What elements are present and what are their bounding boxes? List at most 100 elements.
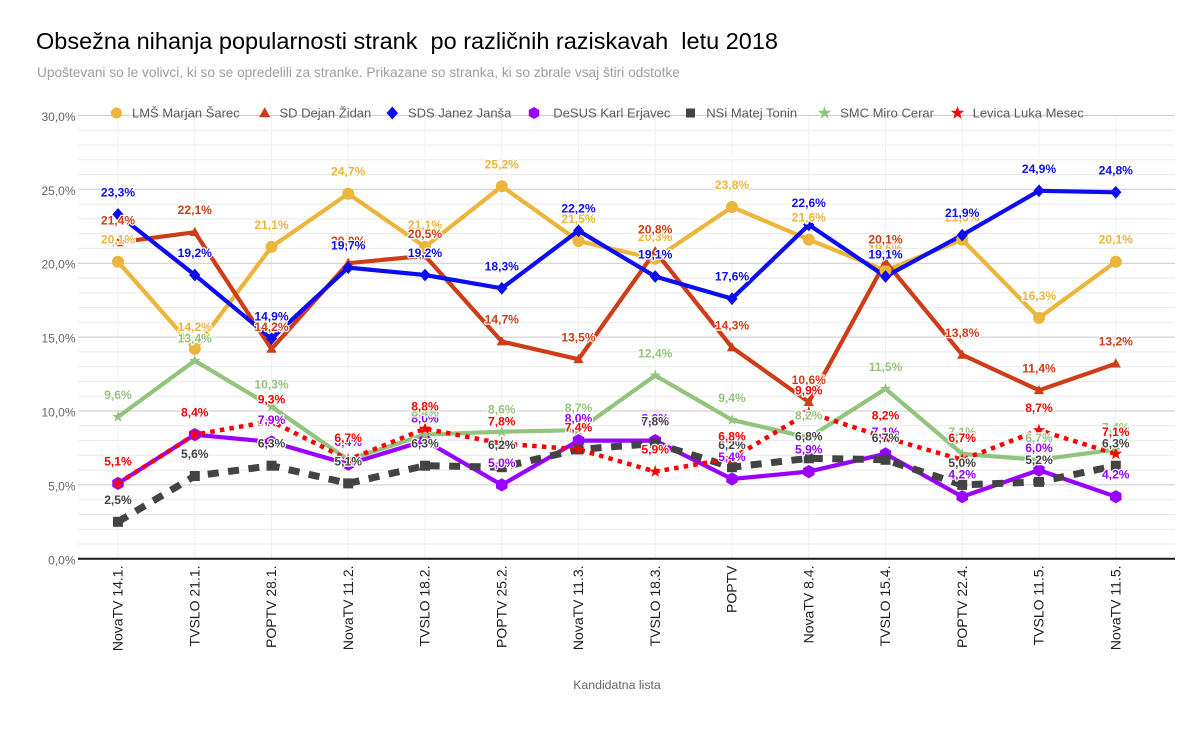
svg-text:13,4%: 13,4% [178,332,213,346]
svg-text:21,4%: 21,4% [101,214,136,228]
svg-text:NovaTV 11.3.: NovaTV 11.3. [570,566,586,651]
svg-text:19,1%: 19,1% [638,248,673,262]
svg-text:14,2%: 14,2% [254,320,289,334]
svg-text:5,4%: 5,4% [718,450,746,464]
svg-text:4,2%: 4,2% [948,468,976,482]
svg-text:6,7%: 6,7% [948,431,976,445]
svg-text:23,8%: 23,8% [715,178,750,192]
svg-text:TVSLO 18.3.: TVSLO 18.3. [647,566,663,647]
svg-text:TVSLO 21.1.: TVSLO 21.1. [186,566,202,647]
svg-text:20,1%: 20,1% [101,233,136,247]
svg-text:POPTV 25.2.: POPTV 25.2. [493,566,509,648]
svg-text:19,2%: 19,2% [408,246,443,260]
svg-text:POPTV 22.4.: POPTV 22.4. [954,566,970,648]
svg-text:9,9%: 9,9% [795,384,823,398]
svg-text:14,7%: 14,7% [485,313,520,327]
svg-text:9,3%: 9,3% [258,392,286,406]
svg-text:TVSLO 15.4.: TVSLO 15.4. [877,566,893,647]
svg-text:Kandidatna lista: Kandidatna lista [573,678,661,692]
svg-text:20,1%: 20,1% [1099,233,1134,247]
svg-text:9,6%: 9,6% [104,388,132,402]
svg-text:13,5%: 13,5% [561,330,596,344]
svg-text:20,8%: 20,8% [638,222,673,236]
svg-text:6,8%: 6,8% [795,429,823,443]
svg-text:13,8%: 13,8% [945,326,980,340]
svg-text:5,9%: 5,9% [641,443,669,457]
svg-text:7,4%: 7,4% [565,420,593,434]
svg-text:20,3%: 20,3% [638,230,673,244]
svg-text:21,9%: 21,9% [945,206,980,220]
svg-text:30,0%: 30,0% [41,110,75,124]
svg-text:7,1%: 7,1% [872,425,900,439]
svg-text:14,2%: 14,2% [178,320,213,334]
svg-text:23,3%: 23,3% [101,185,136,199]
svg-text:4,2%: 4,2% [1102,468,1130,482]
svg-text:8,4%: 8,4% [181,406,209,420]
svg-text:19,1%: 19,1% [868,248,903,262]
svg-text:14,3%: 14,3% [715,318,750,332]
svg-text:8,6%: 8,6% [488,403,516,417]
svg-text:7,9%: 7,9% [258,413,286,427]
svg-text:22,1%: 22,1% [178,203,213,217]
svg-text:8,7%: 8,7% [1025,401,1053,415]
svg-text:17,6%: 17,6% [715,270,750,284]
svg-text:5,0%: 5,0% [488,456,516,470]
svg-text:7,4%: 7,4% [565,420,593,434]
svg-text:5,2%: 5,2% [1025,453,1053,467]
svg-text:18,3%: 18,3% [485,259,520,273]
svg-text:8,2%: 8,2% [795,409,823,423]
svg-text:12,4%: 12,4% [638,347,673,361]
svg-text:5,0%: 5,0% [48,479,76,493]
svg-text:SMC Miro Cerar: SMC Miro Cerar [840,106,935,121]
svg-text:8,0%: 8,0% [565,412,593,426]
svg-text:NSi Matej Tonin: NSi Matej Tonin [706,106,797,121]
svg-text:13,2%: 13,2% [1099,335,1134,349]
svg-text:5,1%: 5,1% [334,454,362,468]
svg-text:22,2%: 22,2% [561,202,596,216]
svg-text:5,6%: 5,6% [181,447,209,461]
svg-text:6,7%: 6,7% [872,431,900,445]
svg-text:Obsežna nihanja popularnosti s: Obsežna nihanja popularnosti strank po r… [36,28,778,54]
svg-text:20,5%: 20,5% [408,227,443,241]
svg-text:10,6%: 10,6% [792,373,827,387]
svg-text:5,1%: 5,1% [104,454,132,468]
svg-text:6,7%: 6,7% [1025,431,1053,445]
svg-text:10,3%: 10,3% [254,378,289,392]
svg-text:9,4%: 9,4% [718,391,746,405]
svg-text:8,2%: 8,2% [872,409,900,423]
svg-text:8,8%: 8,8% [411,400,439,414]
svg-text:NovaTV 14.1.: NovaTV 14.1. [110,566,126,652]
svg-text:16,3%: 16,3% [1022,289,1057,303]
svg-text:11,5%: 11,5% [869,360,903,374]
svg-text:SD Dejan Židan: SD Dejan Židan [280,106,372,121]
svg-text:24,7%: 24,7% [331,165,366,179]
svg-text:7,8%: 7,8% [641,415,669,429]
svg-text:6,8%: 6,8% [718,429,746,443]
svg-text:DeSUS Karl Erjavec: DeSUS Karl Erjavec [553,106,671,121]
svg-text:14,9%: 14,9% [254,310,289,324]
svg-text:6,3%: 6,3% [1102,437,1130,451]
svg-text:7,1%: 7,1% [1102,425,1130,439]
svg-text:19,5%: 19,5% [868,242,903,256]
svg-text:22,6%: 22,6% [792,196,827,210]
svg-text:7,8%: 7,8% [488,415,516,429]
svg-text:21,6%: 21,6% [945,211,980,225]
svg-text:21,1%: 21,1% [254,218,289,232]
svg-text:8,0%: 8,0% [411,412,439,426]
svg-text:7,1%: 7,1% [948,425,976,439]
svg-text:NovaTV 11.5.: NovaTV 11.5. [1107,566,1123,651]
svg-text:24,8%: 24,8% [1099,163,1134,177]
svg-text:TVSLO 11.5.: TVSLO 11.5. [1031,566,1047,646]
svg-text:Levica Luka Mesec: Levica Luka Mesec [973,106,1085,121]
svg-text:8,4%: 8,4% [411,406,439,420]
svg-text:6,2%: 6,2% [488,438,516,452]
svg-text:21,1%: 21,1% [408,218,443,232]
svg-text:6,4%: 6,4% [334,435,362,449]
svg-text:NovaTV 8.4.: NovaTV 8.4. [800,566,816,644]
svg-text:20,0%: 20,0% [331,234,366,248]
svg-text:24,9%: 24,9% [1022,162,1057,176]
svg-text:19,7%: 19,7% [331,239,366,253]
svg-text:NovaTV 11.2.: NovaTV 11.2. [340,566,356,651]
svg-text:6,0%: 6,0% [1025,441,1053,455]
svg-text:Upoštevani so le volivci, ki s: Upoštevani so le volivci, ki so se opred… [37,65,680,80]
